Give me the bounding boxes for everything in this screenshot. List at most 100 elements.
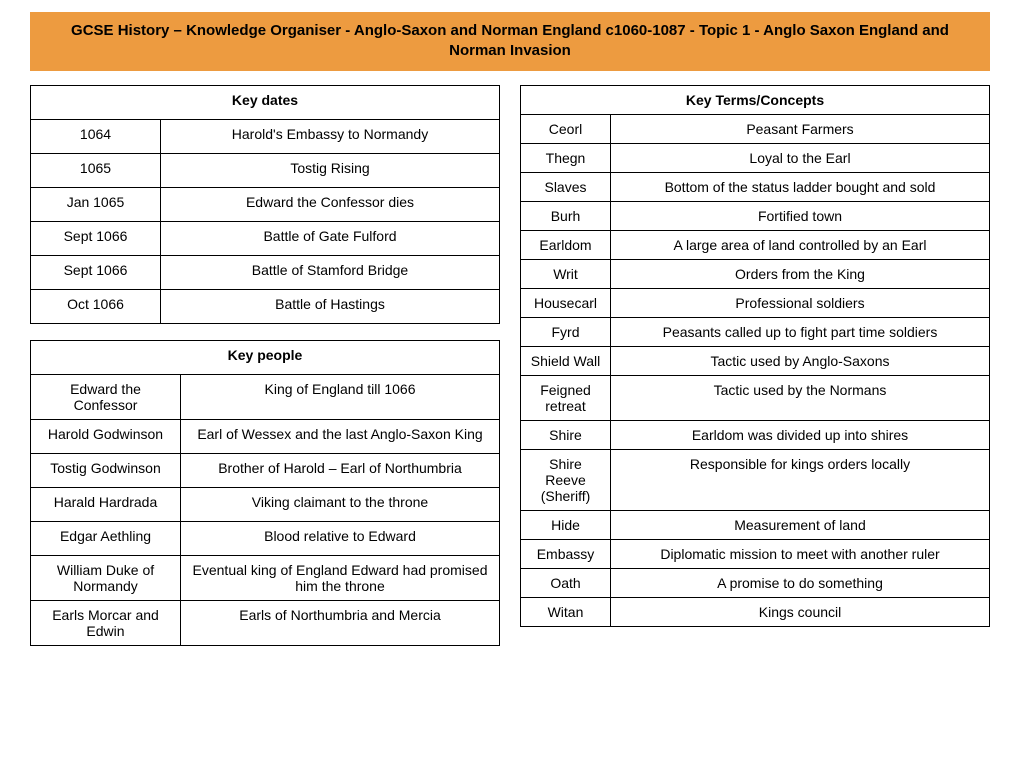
row-value: Harold's Embassy to Normandy xyxy=(161,119,500,153)
row-label: Ceorl xyxy=(521,114,611,143)
row-value: Edward the Confessor dies xyxy=(161,187,500,221)
row-value: Blood relative to Edward xyxy=(181,521,500,555)
table-row: FyrdPeasants called up to fight part tim… xyxy=(521,317,990,346)
key-people-title: Key people xyxy=(31,340,500,374)
table-row: Jan 1065Edward the Confessor dies xyxy=(31,187,500,221)
table-row: OathA promise to do something xyxy=(521,568,990,597)
table-header-row: Key Terms/Concepts xyxy=(521,85,990,114)
row-value: Battle of Stamford Bridge xyxy=(161,255,500,289)
row-label: Sept 1066 xyxy=(31,221,161,255)
row-value: Measurement of land xyxy=(611,510,990,539)
row-value: Loyal to the Earl xyxy=(611,143,990,172)
table-row: ThegnLoyal to the Earl xyxy=(521,143,990,172)
row-value: King of England till 1066 xyxy=(181,374,500,419)
key-people-table: Key people Edward the ConfessorKing of E… xyxy=(30,340,500,646)
table-row: Sept 1066Battle of Gate Fulford xyxy=(31,221,500,255)
row-value: Tactic used by Anglo-Saxons xyxy=(611,346,990,375)
table-row: EmbassyDiplomatic mission to meet with a… xyxy=(521,539,990,568)
row-label: Housecarl xyxy=(521,288,611,317)
table-row: WritOrders from the King xyxy=(521,259,990,288)
left-column: Key dates 1064Harold's Embassy to Norman… xyxy=(30,85,500,662)
row-value: Earls of Northumbria and Mercia xyxy=(181,600,500,645)
table-row: Tostig GodwinsonBrother of Harold – Earl… xyxy=(31,453,500,487)
row-label: Earls Morcar and Edwin xyxy=(31,600,181,645)
row-label: William Duke of Normandy xyxy=(31,555,181,600)
row-value: Peasants called up to fight part time so… xyxy=(611,317,990,346)
row-value: Fortified town xyxy=(611,201,990,230)
row-label: 1064 xyxy=(31,119,161,153)
row-label: Oath xyxy=(521,568,611,597)
table-row: Earls Morcar and EdwinEarls of Northumbr… xyxy=(31,600,500,645)
row-label: 1065 xyxy=(31,153,161,187)
row-value: Earldom was divided up into shires xyxy=(611,420,990,449)
table-row: Edward the ConfessorKing of England till… xyxy=(31,374,500,419)
table-row: William Duke of NormandyEventual king of… xyxy=(31,555,500,600)
table-row: Feigned retreatTactic used by the Norman… xyxy=(521,375,990,420)
row-label: Sept 1066 xyxy=(31,255,161,289)
page-title-text: GCSE History – Knowledge Organiser - Ang… xyxy=(71,22,949,59)
row-label: Fyrd xyxy=(521,317,611,346)
table-row: Edgar AethlingBlood relative to Edward xyxy=(31,521,500,555)
row-label: Feigned retreat xyxy=(521,375,611,420)
table-row: BurhFortified town xyxy=(521,201,990,230)
row-value: Orders from the King xyxy=(611,259,990,288)
row-label: Harold Godwinson xyxy=(31,419,181,453)
row-label: Writ xyxy=(521,259,611,288)
row-value: Battle of Gate Fulford xyxy=(161,221,500,255)
table-row: Oct 1066Battle of Hastings xyxy=(31,289,500,323)
row-label: Hide xyxy=(521,510,611,539)
row-value: A promise to do something xyxy=(611,568,990,597)
right-column: Key Terms/Concepts CeorlPeasant FarmersT… xyxy=(520,85,990,662)
table-row: HideMeasurement of land xyxy=(521,510,990,539)
row-label: Edgar Aethling xyxy=(31,521,181,555)
key-terms-title: Key Terms/Concepts xyxy=(521,85,990,114)
key-terms-table: Key Terms/Concepts CeorlPeasant FarmersT… xyxy=(520,85,990,627)
table-row: Harold GodwinsonEarl of Wessex and the l… xyxy=(31,419,500,453)
row-label: Thegn xyxy=(521,143,611,172)
row-value: A large area of land controlled by an Ea… xyxy=(611,230,990,259)
table-row: ShireEarldom was divided up into shires xyxy=(521,420,990,449)
row-value: Viking claimant to the throne xyxy=(181,487,500,521)
key-dates-table: Key dates 1064Harold's Embassy to Norman… xyxy=(30,85,500,324)
row-value: Battle of Hastings xyxy=(161,289,500,323)
table-header-row: Key dates xyxy=(31,85,500,119)
table-row: Sept 1066Battle of Stamford Bridge xyxy=(31,255,500,289)
row-value: Responsible for kings orders locally xyxy=(611,449,990,510)
row-value: Eventual king of England Edward had prom… xyxy=(181,555,500,600)
row-label: Edward the Confessor xyxy=(31,374,181,419)
table-row: CeorlPeasant Farmers xyxy=(521,114,990,143)
row-value: Kings council xyxy=(611,597,990,626)
row-label: Embassy xyxy=(521,539,611,568)
row-value: Professional soldiers xyxy=(611,288,990,317)
page-title-banner: GCSE History – Knowledge Organiser - Ang… xyxy=(30,12,990,71)
row-value: Tostig Rising xyxy=(161,153,500,187)
table-row: WitanKings council xyxy=(521,597,990,626)
row-label: Witan xyxy=(521,597,611,626)
row-value: Tactic used by the Normans xyxy=(611,375,990,420)
row-label: Harald Hardrada xyxy=(31,487,181,521)
table-row: EarldomA large area of land controlled b… xyxy=(521,230,990,259)
row-value: Earl of Wessex and the last Anglo-Saxon … xyxy=(181,419,500,453)
columns-wrapper: Key dates 1064Harold's Embassy to Norman… xyxy=(30,85,990,662)
table-row: Harald HardradaViking claimant to the th… xyxy=(31,487,500,521)
row-label: Shire Reeve (Sheriff) xyxy=(521,449,611,510)
row-label: Slaves xyxy=(521,172,611,201)
row-value: Diplomatic mission to meet with another … xyxy=(611,539,990,568)
table-header-row: Key people xyxy=(31,340,500,374)
page: GCSE History – Knowledge Organiser - Ang… xyxy=(0,12,1020,682)
row-value: Peasant Farmers xyxy=(611,114,990,143)
row-label: Oct 1066 xyxy=(31,289,161,323)
table-row: 1065Tostig Rising xyxy=(31,153,500,187)
table-row: SlavesBottom of the status ladder bought… xyxy=(521,172,990,201)
row-label: Earldom xyxy=(521,230,611,259)
key-dates-title: Key dates xyxy=(31,85,500,119)
row-label: Burh xyxy=(521,201,611,230)
row-value: Brother of Harold – Earl of Northumbria xyxy=(181,453,500,487)
row-label: Tostig Godwinson xyxy=(31,453,181,487)
table-row: 1064Harold's Embassy to Normandy xyxy=(31,119,500,153)
table-row: HousecarlProfessional soldiers xyxy=(521,288,990,317)
row-value: Bottom of the status ladder bought and s… xyxy=(611,172,990,201)
table-row: Shield WallTactic used by Anglo-Saxons xyxy=(521,346,990,375)
row-label: Shire xyxy=(521,420,611,449)
row-label: Jan 1065 xyxy=(31,187,161,221)
